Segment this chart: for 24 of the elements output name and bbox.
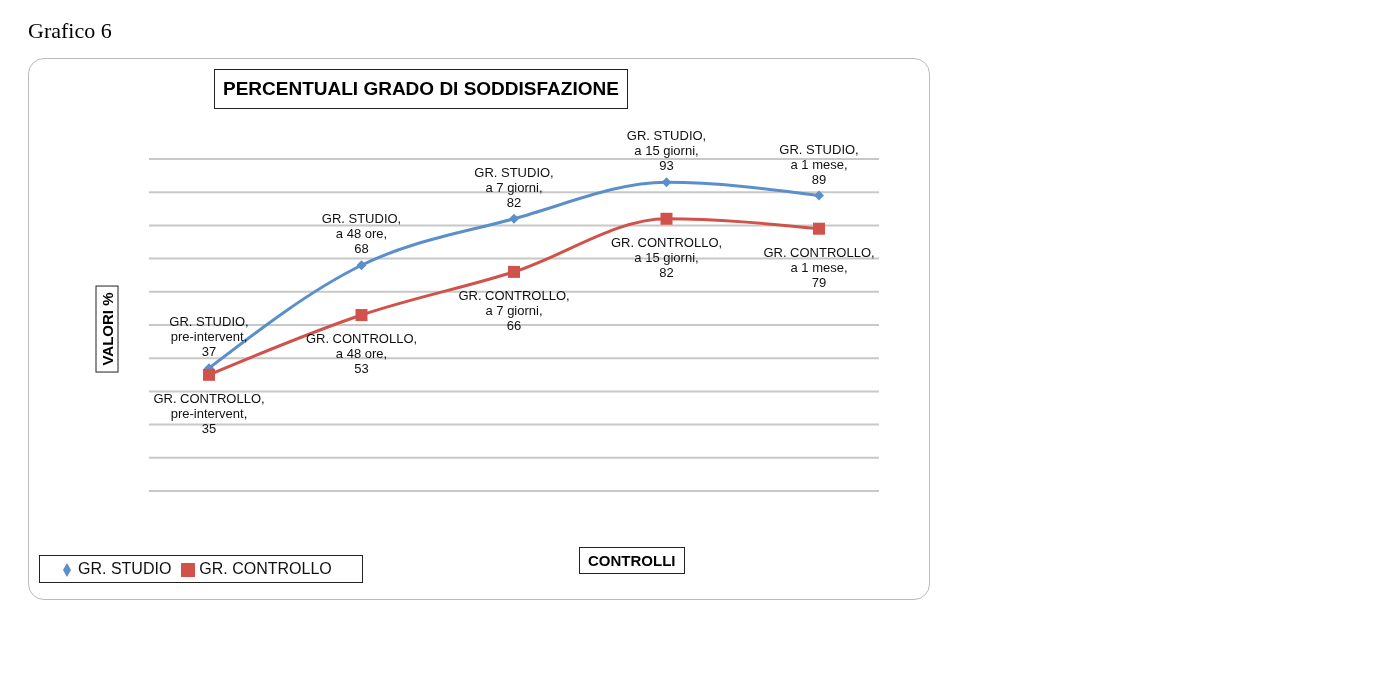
data-label: GR. STUDIO, a 15 giorni, 93 — [626, 128, 707, 174]
legend-label: GR. STUDIO — [78, 560, 172, 577]
point — [508, 265, 520, 278]
data-label: GR. CONTROLLO, a 7 giorni, 66 — [458, 287, 570, 333]
legend-label: GR. CONTROLLO — [199, 560, 332, 577]
data-label: GR. CONTROLLO, a 48 ore, 53 — [305, 331, 418, 377]
data-label: GR. CONTROLLO, a 1 mese, 79 — [763, 244, 875, 290]
point — [203, 368, 215, 381]
point — [509, 213, 519, 224]
text: Grafico 6 — [28, 18, 113, 44]
y-axis-title: VALORI % — [95, 285, 119, 373]
point — [356, 260, 367, 271]
data-label: GR. STUDIO, a 1 mese, 89 — [779, 141, 859, 187]
chart-title: PERCENTUALI GRADO DI SODDISFAZIONE — [214, 69, 628, 109]
x-axis-title: CONTROLLI — [579, 547, 685, 574]
data-label: GR. STUDIO, a 48 ore, 68 — [321, 211, 402, 257]
point — [813, 222, 825, 235]
data-label: GR. STUDIO, a 7 giorni, 82 — [474, 164, 554, 210]
point — [660, 212, 673, 225]
point — [814, 190, 824, 201]
data-label: GR. CONTROLLO, pre-intervent, 35 — [153, 390, 265, 436]
data-label: GR. CONTROLLO, a 15 giorni, 82 — [610, 234, 723, 280]
point — [355, 309, 368, 322]
data-label: GR. STUDIO, pre-intervent, 37 — [169, 314, 249, 360]
